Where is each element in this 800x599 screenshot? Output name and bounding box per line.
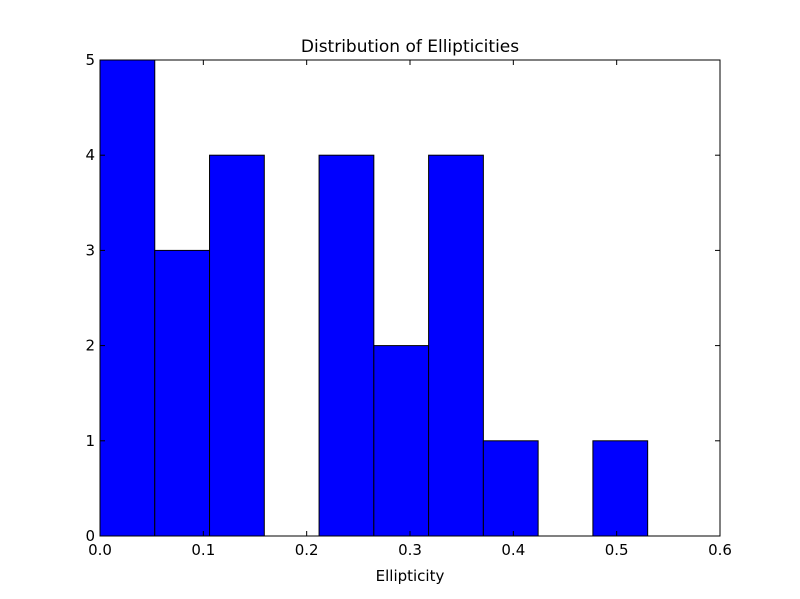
histogram-bar [592, 440, 649, 537]
chart-title: Distribution of Ellipticities [301, 37, 519, 57]
histogram-bar [154, 249, 211, 537]
x-tick-label: 0.2 [295, 541, 319, 559]
x-tick-label: 0.0 [88, 541, 112, 559]
histogram-bar [318, 154, 375, 537]
bars-layer [99, 59, 649, 537]
y-tick-label: 2 [85, 337, 95, 355]
histogram-bar [373, 345, 430, 537]
histogram-bar [99, 59, 156, 537]
x-tick-label: 0.5 [605, 541, 629, 559]
x-tick-label: 0.1 [191, 541, 215, 559]
y-tick-label: 0 [85, 527, 95, 545]
histogram-bar [209, 154, 265, 537]
x-axis-label: Ellipticity [376, 567, 445, 585]
y-tick-labels: 0 1 2 3 4 5 [85, 51, 95, 545]
y-tick-label: 4 [85, 146, 95, 164]
x-tick-label: 0.3 [398, 541, 422, 559]
plot-frame [99, 59, 721, 537]
histogram-bar [428, 154, 484, 537]
histogram-bar [482, 440, 539, 537]
y-tick-label: 3 [85, 241, 95, 259]
x-tick-label: 0.4 [501, 541, 525, 559]
x-tick-labels: 0.0 0.1 0.2 0.3 0.4 0.5 0.6 [88, 541, 732, 559]
y-tick-label: 5 [85, 51, 95, 69]
x-tick-label: 0.6 [708, 541, 732, 559]
y-tick-label: 1 [85, 432, 95, 450]
